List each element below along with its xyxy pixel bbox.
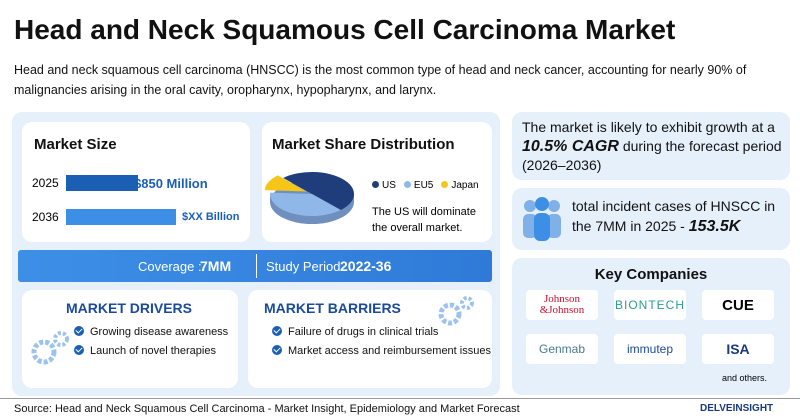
share-note: The US will dominate the overall market. <box>372 206 476 234</box>
legend-dot <box>403 181 411 188</box>
pie-chart <box>264 172 354 224</box>
period-label: Study Period <box>266 259 341 274</box>
driver-item: Growing disease awareness <box>74 326 228 338</box>
barrier-text: Market access and reimbursement issues <box>288 345 491 357</box>
companies-card: Key Companies Johnson &Johnson BIONTECH … <box>512 258 790 395</box>
market-share-title: Market Share Distribution <box>272 136 455 153</box>
year: 2025 <box>32 176 59 190</box>
drivers-title: MARKET DRIVERS <box>66 300 193 316</box>
period-value: 2022-36 <box>340 258 392 274</box>
brand: DELVEINSIGHT <box>700 403 774 414</box>
company-logo: Johnson &Johnson <box>526 290 598 320</box>
pie-slice <box>264 175 307 192</box>
company-logo: BIONTECH <box>614 290 686 320</box>
size-bar <box>66 175 138 191</box>
legend-dot <box>441 181 449 188</box>
size-bar <box>66 209 176 225</box>
legend: US EU5 Japan <box>372 180 479 191</box>
company-logo: CUE <box>702 290 774 320</box>
source: Source: Head and Neck Squamous Cell Carc… <box>14 403 520 415</box>
driver-text: Launch of novel therapies <box>90 345 216 357</box>
coverage-value: 7MM <box>200 258 232 274</box>
barrier-item: Market access and reimbursement issues <box>272 345 491 357</box>
company-logo: immutep <box>614 334 686 364</box>
company-logo: Genmab <box>526 334 598 364</box>
legend-label: US <box>382 180 396 191</box>
coverage-bar: Coverage : 7MM Study Period 2022-36 <box>18 250 492 282</box>
legend-label: Japan <box>451 180 479 191</box>
legend-item: US <box>372 180 396 191</box>
incidence-text: total incident cases of HNSCC in the 7MM… <box>572 196 784 237</box>
cagr-value: 10.5% CAGR <box>522 138 619 155</box>
incidence-label: total incident cases of HNSCC in the 7MM… <box>572 198 776 234</box>
incidence-card: total incident cases of HNSCC in the 7MM… <box>512 188 790 250</box>
company-logo: ISA <box>702 334 774 364</box>
barriers-card: MARKET BARRIERS Failure of drugs in clin… <box>248 290 492 388</box>
companies-note: and others. <box>722 373 768 383</box>
driver-item: Launch of novel therapies <box>74 345 228 357</box>
size-value: $XX Billion <box>182 211 240 223</box>
gear-icon <box>31 331 69 365</box>
driver-text: Growing disease awareness <box>90 326 229 338</box>
title: Head and Neck Squamous Cell Carcinoma Ma… <box>14 14 676 45</box>
market-size-title: Market Size <box>34 136 117 153</box>
size-value: $850 Million <box>134 176 208 191</box>
people-icon <box>523 197 561 241</box>
description: Head and neck squamous cell carcinoma (H… <box>14 63 747 97</box>
legend-dot <box>372 181 379 188</box>
legend-label: EU5 <box>413 180 434 191</box>
barriers-list: Failure of drugs in clinical trials Mark… <box>272 326 491 364</box>
drivers-list: Growing disease awareness Launch of nove… <box>74 326 228 364</box>
cagr-after: during the forecast period (2026–2036) <box>522 138 782 173</box>
barriers-title: MARKET BARRIERS <box>264 300 401 316</box>
cagr-before: The market is likely to exhibit growth a… <box>522 119 775 135</box>
incidence-value: 153.5K <box>688 218 741 235</box>
pie-slice <box>283 172 354 211</box>
divider <box>256 254 257 278</box>
legend-item: Japan <box>441 180 479 191</box>
gear-icon <box>438 296 474 326</box>
footer-rule <box>0 398 800 399</box>
legend-item: EU5 <box>403 180 434 191</box>
pie-slice <box>270 192 341 216</box>
coverage-label: Coverage : <box>138 259 202 274</box>
cagr-text: The market is likely to exhibit growth a… <box>522 118 784 175</box>
market-size-card: Market Size 2025 $850 Million 2036 $XX B… <box>22 122 250 242</box>
year: 2036 <box>32 210 59 224</box>
cagr-card: The market is likely to exhibit growth a… <box>512 112 790 180</box>
barrier-text: Failure of drugs in clinical trials <box>288 326 439 338</box>
barrier-item: Failure of drugs in clinical trials <box>272 326 491 338</box>
drivers-card: MARKET DRIVERS Growing disease awareness… <box>22 290 238 388</box>
companies-title: Key Companies <box>594 266 708 283</box>
